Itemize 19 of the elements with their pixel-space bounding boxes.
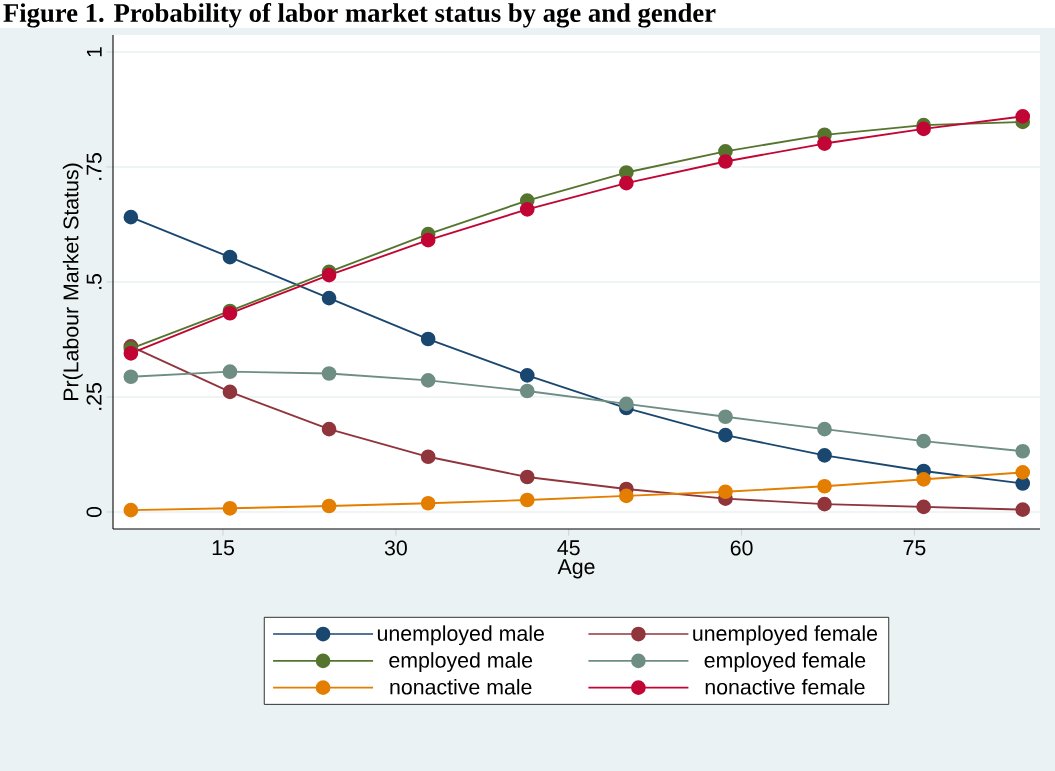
y-tick-label: .5 — [86, 274, 102, 289]
legend-label: unemployed female — [693, 625, 878, 646]
y-tick-label: 0 — [86, 506, 102, 518]
legend-label: nonactive female — [705, 678, 865, 695]
x-axis-title: Age — [557, 559, 595, 579]
x-tick-label: 30 — [384, 540, 407, 556]
x-tick-label: 45 — [557, 540, 580, 556]
legend-label: nonactive male — [390, 678, 532, 695]
y-tick-label: .75 — [86, 153, 102, 180]
legend-label: unemployed male — [377, 625, 544, 646]
legend-label: employed female — [704, 652, 866, 673]
y-tick-label: 1 — [86, 47, 102, 57]
legend-label: employed male — [389, 652, 533, 673]
x-tick-label: 15 — [212, 540, 234, 556]
x-tick-label: 60 — [730, 540, 753, 556]
y-axis-title: Pr(Labour Market Status) — [62, 163, 83, 400]
chart-title: Figure 1. Probability of labor market status by age and gender — [3, 2, 716, 28]
y-tick-label: .25 — [86, 383, 102, 410]
x-tick-label: 75 — [903, 540, 926, 556]
